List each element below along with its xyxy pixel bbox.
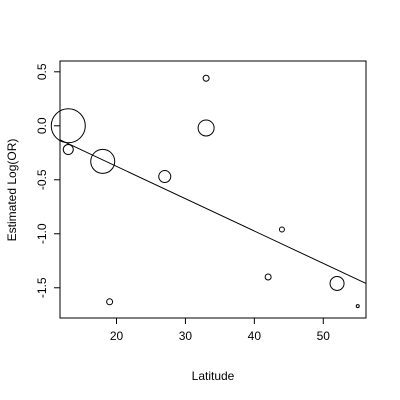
plot-frame: [59, 60, 367, 319]
y-tick-label: -1.0: [35, 223, 49, 244]
data-point: [329, 275, 345, 291]
x-tick-label: 30: [179, 329, 193, 343]
x-axis-title: Latitude: [192, 369, 235, 383]
regression-line-group: [59, 139, 367, 284]
data-point: [50, 108, 86, 144]
x-tick-label: 20: [110, 329, 124, 343]
x-axis: 20 30 40 50: [110, 318, 330, 343]
regression-line: [59, 139, 367, 284]
data-point: [264, 273, 272, 281]
y-axis-title: Estimated Log(OR): [5, 139, 19, 242]
y-tick-label: -1.5: [35, 277, 49, 298]
y-tick-label: -0.5: [35, 169, 49, 190]
data-point: [202, 74, 210, 82]
data-point: [158, 170, 172, 184]
y-tick-label: 0.5: [35, 63, 49, 80]
data-points: [50, 74, 360, 309]
data-point: [278, 226, 285, 233]
data-point: [106, 298, 114, 306]
data-point: [90, 148, 116, 174]
y-tick-label: 0.0: [35, 117, 49, 134]
data-point: [197, 119, 215, 137]
x-tick-label: 50: [317, 329, 331, 343]
data-point: [355, 304, 360, 309]
y-axis: -1.5 -1.0 -0.5 0.0 0.5: [35, 63, 60, 298]
data-point: [62, 144, 74, 156]
x-tick-label: 40: [248, 329, 262, 343]
